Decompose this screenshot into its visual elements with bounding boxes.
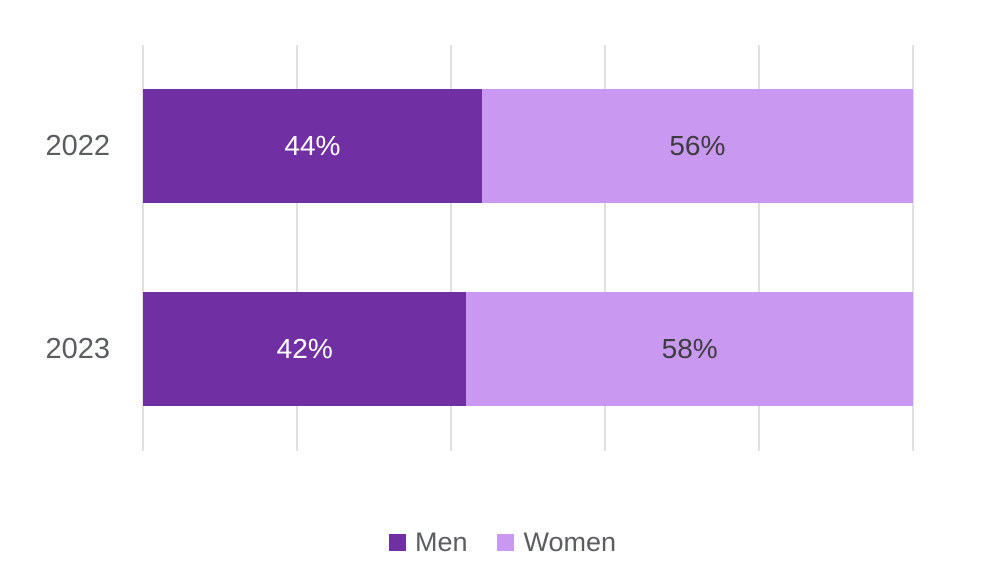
legend: Men Women	[0, 520, 1005, 564]
legend-item-men: Men	[388, 526, 468, 558]
data-label: 58%	[661, 333, 718, 364]
data-label: 42%	[276, 333, 333, 364]
bar-row: 42% 58%	[143, 292, 913, 406]
gridline	[450, 45, 452, 451]
gridline	[758, 45, 760, 451]
chart-body: 2022 44% 56% 2023 42% 58%	[0, 45, 914, 451]
legend-item-women: Women	[497, 527, 616, 558]
gridline	[296, 45, 298, 451]
data-label: 56%	[669, 130, 726, 161]
bar-segment-men: 44%	[143, 89, 482, 203]
gridline	[604, 45, 606, 451]
plot-area	[142, 45, 914, 451]
legend-label: Women	[523, 526, 617, 557]
category-label: 2023	[45, 333, 110, 365]
category-band: 2023 42% 58%	[0, 248, 913, 451]
gridline	[912, 45, 914, 451]
bar-segment-women: 58%	[466, 292, 913, 406]
legend-swatch-icon	[388, 533, 406, 551]
category-band: 2022 44% 56%	[0, 45, 913, 248]
data-label: 44%	[284, 130, 341, 161]
bar-segment-women: 56%	[481, 89, 913, 203]
bar-segment-men: 42%	[143, 292, 467, 406]
category-label: 2022	[45, 130, 110, 162]
legend-label: Men	[414, 526, 468, 557]
legend-swatch-icon	[497, 533, 515, 551]
gridline	[142, 45, 144, 451]
bar-row: 44% 56%	[143, 89, 913, 203]
